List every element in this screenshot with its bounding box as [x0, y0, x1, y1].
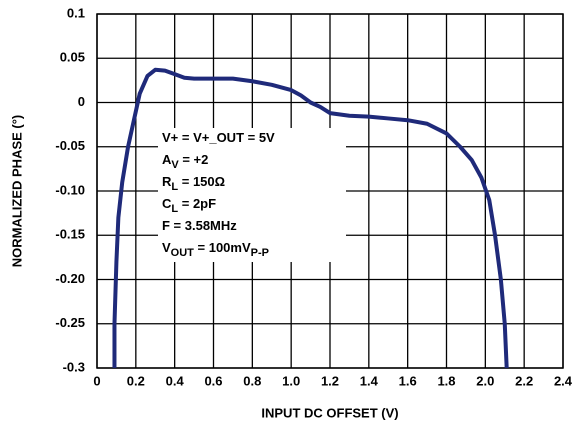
subscript: P-P: [251, 247, 269, 259]
subscript: L: [171, 203, 178, 215]
x-tick-label: 2.0: [476, 373, 494, 388]
x-tick-label: 0.8: [243, 373, 261, 388]
x-axis-label: INPUT DC OFFSET (V): [261, 405, 398, 420]
x-tick-label: 1.4: [360, 373, 379, 388]
x-tick-label: 1.6: [399, 373, 417, 388]
annotation-text: = +2: [179, 152, 209, 167]
x-tick-label: 2.2: [515, 373, 533, 388]
subscript: V: [171, 159, 179, 171]
annotation-text: F = 3.58MHz: [162, 218, 237, 233]
annotation-line: V+ = V+_OUT = 5V: [162, 130, 275, 145]
annotation-text: V+ = V+_OUT = 5V: [162, 130, 275, 145]
x-tick-label: 0.2: [127, 373, 145, 388]
series-line: [112, 67, 509, 369]
y-tick-label: 0.05: [60, 50, 85, 65]
y-tick-label: -0.20: [55, 271, 85, 286]
y-tick-label: 0: [78, 94, 85, 109]
x-tick-label: 0.6: [204, 373, 222, 388]
annotation-line: F = 3.58MHz: [162, 218, 237, 233]
x-tick-label: 1.0: [282, 373, 300, 388]
x-tick-label: 1.2: [321, 373, 339, 388]
x-tick-label: 0: [93, 373, 100, 388]
x-tick-label: 2.4: [554, 373, 572, 388]
plot-frame: [96, 13, 564, 369]
y-tick-label: -0.10: [55, 182, 85, 197]
annotation-line: AV = +2: [162, 152, 208, 170]
annotation-text: A: [162, 152, 172, 167]
annotation-line: CL = 2pF: [162, 196, 216, 214]
y-tick-label: -0.15: [55, 227, 85, 242]
y-axis-label: NORMALIZED PHASE (°): [9, 115, 24, 268]
subscript: L: [171, 181, 178, 193]
annotation-text: = 2pF: [178, 196, 216, 211]
annotation-text: C: [162, 196, 172, 211]
y-tick-label: -0.25: [55, 315, 85, 330]
annotation-line: VOUT = 100mVP-P: [162, 240, 269, 258]
subscript: OUT: [171, 247, 195, 259]
y-tick-label: -0.05: [55, 138, 85, 153]
annotation-box: [158, 128, 346, 262]
annotation-text: V: [162, 240, 171, 255]
annotation-text: = 100mV: [194, 240, 251, 255]
y-tick-label: -0.3: [63, 359, 85, 374]
annotation-text: R: [162, 174, 172, 189]
y-tick-label: 0.1: [67, 5, 85, 20]
x-tick-label: 0.4: [166, 373, 185, 388]
x-tick-label: 1.8: [437, 373, 455, 388]
annotation-text: = 150Ω: [178, 174, 225, 189]
annotation-line: RL = 150Ω: [162, 174, 225, 192]
